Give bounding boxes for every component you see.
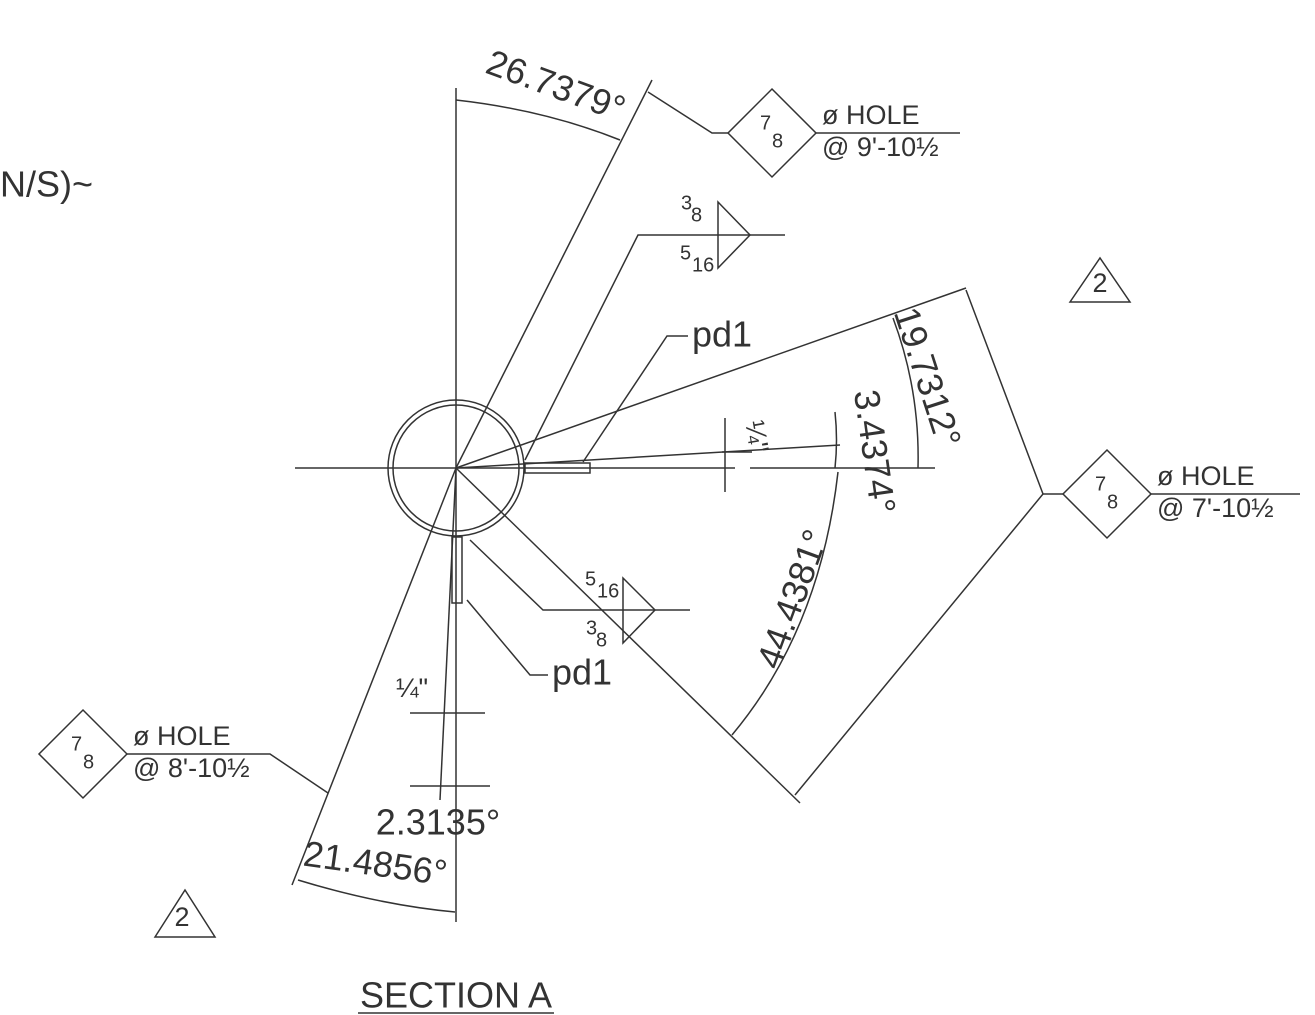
- fraction: 7: [71, 733, 82, 755]
- angle-label: 44.4381°: [748, 524, 836, 674]
- fraction: 8: [596, 629, 607, 651]
- hole-diamond: [1061, 448, 1153, 540]
- leader: [524, 234, 785, 461]
- hole-line: [455, 79, 653, 469]
- hole-location: @ 7'-10½: [1157, 493, 1274, 523]
- revision-triangle: [153, 888, 217, 938]
- angle-label: 19.7312°: [886, 302, 970, 452]
- hole-line: [291, 467, 457, 886]
- leader: [582, 335, 688, 463]
- dim-arc: [731, 471, 839, 736]
- angle-label: 2.3135°: [376, 802, 501, 843]
- leader: [466, 599, 548, 676]
- leader: [127, 753, 329, 794]
- fraction: 8: [83, 751, 94, 773]
- section-title: SECTION A: [360, 975, 552, 1015]
- hole-line: [455, 467, 801, 804]
- fraction: 7: [760, 112, 771, 134]
- hole-label: ø HOLE: [822, 100, 920, 130]
- hole-diamond: [726, 87, 818, 179]
- hole-line: [455, 287, 967, 469]
- leader: [469, 539, 690, 611]
- hole-label: ø HOLE: [133, 721, 231, 751]
- angle-label: 3.4374°: [846, 387, 904, 516]
- plate-line: [439, 467, 457, 801]
- fraction: 8: [772, 130, 783, 152]
- partial-label: N/S)~: [0, 164, 93, 205]
- fraction: 7: [1095, 473, 1106, 495]
- revision-triangle: [1068, 256, 1132, 303]
- hole-label: ø HOLE: [1157, 461, 1255, 491]
- fraction: 16: [597, 580, 619, 602]
- fraction: 16: [692, 254, 714, 276]
- fraction: 3: [681, 192, 692, 214]
- fraction: 8: [1107, 491, 1118, 513]
- fraction: 8: [691, 204, 702, 226]
- dim-arc: [834, 411, 838, 469]
- fraction: 5: [680, 242, 691, 264]
- hole-location: @ 9'-10½: [822, 132, 939, 162]
- revision-number: 2: [1092, 268, 1107, 298]
- angle-label: 26.7379°: [481, 41, 631, 129]
- gap-label: ¼": [739, 418, 774, 455]
- gap-label: ¼": [396, 673, 428, 703]
- dim-arc: [455, 99, 621, 141]
- leader: [647, 91, 728, 134]
- hole-location: @ 8'-10½: [133, 753, 250, 783]
- fraction: 5: [585, 568, 596, 590]
- plate-line: [455, 444, 841, 469]
- weld-symbol: [717, 200, 752, 270]
- plate: [524, 462, 591, 474]
- fraction: 3: [586, 617, 597, 639]
- dim-arc: [297, 879, 456, 913]
- plate: [451, 536, 463, 604]
- dim-arc: [892, 317, 919, 469]
- plate-label: pd1: [552, 652, 612, 693]
- plate-label: pd1: [692, 314, 752, 355]
- weld-symbol: [622, 576, 657, 645]
- hole-diamond: [37, 708, 129, 800]
- revision-number: 2: [174, 902, 189, 932]
